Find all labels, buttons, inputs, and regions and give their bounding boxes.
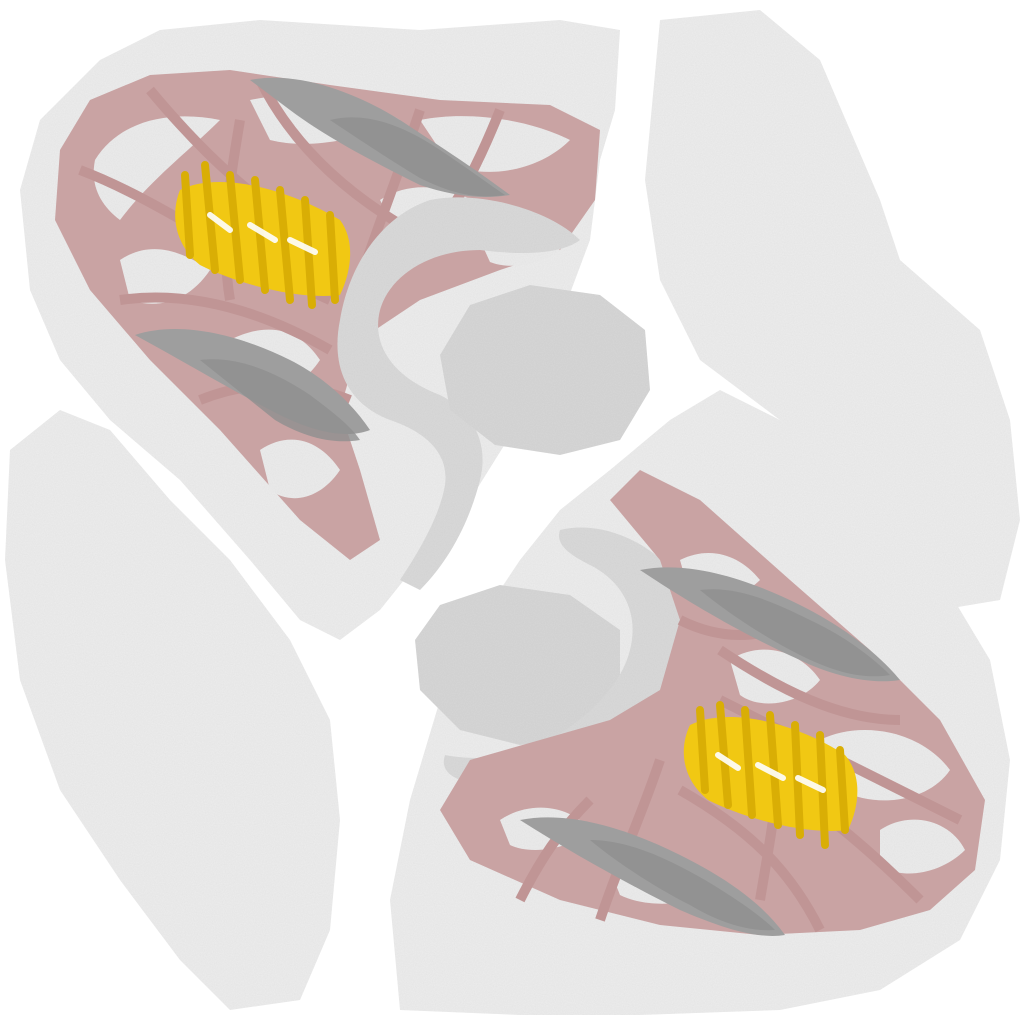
leather-holes-lower <box>500 552 965 904</box>
lace-cluster-lower <box>683 701 858 849</box>
paper-island-bottom-left <box>5 410 340 1010</box>
heel-patch-top <box>440 285 650 455</box>
heel-patch-bottom <box>415 585 620 745</box>
lace-cluster-upper <box>175 161 351 309</box>
stripe-swoosh-lower-bottom-2 <box>590 840 775 931</box>
stripe-swoosh-upper-top-2 <box>330 117 505 197</box>
paper-island-top-right <box>645 10 1020 610</box>
stripe-swoosh-upper-bottom-2 <box>200 359 360 442</box>
shoe-panel-upper <box>55 70 600 560</box>
collar-s-shape <box>337 197 580 591</box>
leather-holes-upper <box>93 95 570 499</box>
stripe-swoosh-lower-top-2 <box>700 589 890 677</box>
shoe-panel-lower <box>440 470 985 936</box>
